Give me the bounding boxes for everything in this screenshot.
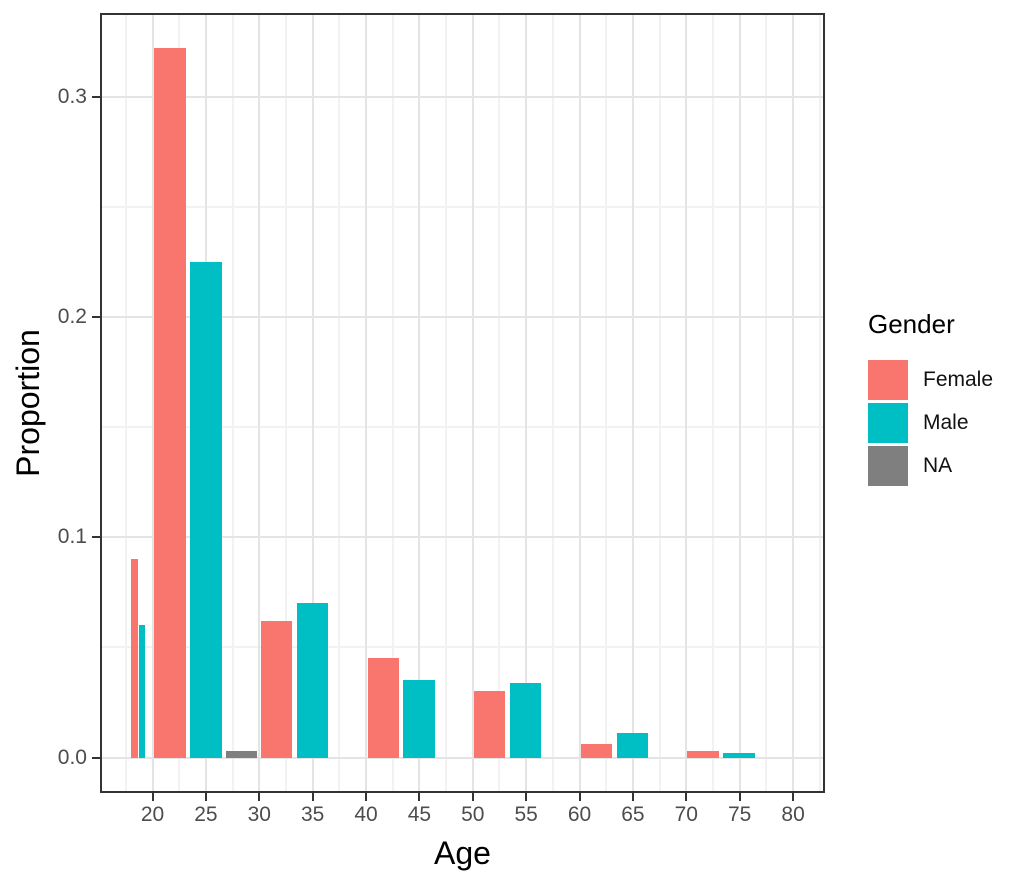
- x-gridline-major: [631, 13, 634, 793]
- bar-male-30-40: [296, 603, 329, 758]
- bar-female-70-80: [687, 750, 720, 758]
- x-axis-title: Age: [434, 835, 491, 871]
- x-gridline-minor: [818, 13, 821, 793]
- bar-male-60-70: [616, 733, 649, 758]
- bar-male-18-20: [139, 625, 146, 758]
- x-gridline-major: [525, 13, 528, 793]
- bar-male-50-60: [509, 682, 542, 758]
- y-tick-mark: [92, 95, 100, 98]
- y-gridline-major: [100, 756, 825, 759]
- x-gridline-major: [471, 13, 474, 793]
- legend-label-male: Male: [923, 411, 969, 434]
- x-gridline-minor: [658, 13, 661, 793]
- x-tick-mark: [738, 793, 741, 801]
- bar-na-20-30: [225, 750, 258, 758]
- x-tick-label: 35: [300, 803, 325, 826]
- y-tick-mark: [92, 756, 100, 759]
- x-gridline-major: [418, 13, 421, 793]
- x-tick-label: 65: [621, 803, 645, 826]
- x-tick-label: 60: [567, 803, 592, 826]
- x-tick-mark: [151, 793, 154, 801]
- x-gridline-major: [151, 13, 154, 793]
- bar-female-30-40: [261, 621, 293, 758]
- legend-label-na: NA: [923, 454, 953, 477]
- x-gridline-major: [311, 13, 314, 793]
- x-gridline-major: [365, 13, 368, 793]
- x-gridline-minor: [605, 13, 608, 793]
- y-gridline-major: [100, 536, 825, 539]
- bar-female-50-60: [474, 691, 506, 758]
- x-tick-mark: [525, 793, 528, 801]
- x-tick-label: 25: [194, 803, 218, 826]
- plot-panel: [100, 13, 825, 793]
- y-tick-label: 0.3: [57, 84, 87, 108]
- y-gridline-minor: [100, 646, 825, 649]
- x-gridline-minor: [765, 13, 768, 793]
- legend-key-na: [868, 446, 908, 486]
- x-gridline-minor: [498, 13, 501, 793]
- x-tick-mark: [311, 793, 314, 801]
- y-tick-mark: [92, 536, 100, 539]
- x-gridline-minor: [551, 13, 554, 793]
- x-gridline-minor: [124, 13, 127, 793]
- y-gridline-minor: [100, 426, 825, 429]
- x-tick-label: 75: [728, 803, 752, 826]
- y-axis-title: Proportion: [10, 329, 46, 477]
- bar-male-70-80: [723, 753, 755, 758]
- x-tick-label: 50: [461, 803, 485, 826]
- x-gridline-minor: [391, 13, 394, 793]
- x-tick-label: 55: [514, 803, 538, 826]
- x-gridline-major: [738, 13, 741, 793]
- x-tick-label: 30: [247, 803, 271, 826]
- x-gridline-minor: [338, 13, 341, 793]
- x-tick-mark: [631, 793, 634, 801]
- x-tick-label: 70: [674, 803, 698, 826]
- x-gridline-major: [685, 13, 688, 793]
- legend-label-female: Female: [923, 368, 994, 391]
- x-tick-mark: [365, 793, 368, 801]
- y-gridline-major: [100, 316, 825, 319]
- x-tick-mark: [471, 793, 474, 801]
- x-tick-label: 45: [407, 803, 432, 826]
- bar-male-40-50: [403, 680, 436, 758]
- x-tick-label: 40: [354, 803, 378, 826]
- x-tick-mark: [258, 793, 261, 801]
- x-tick-mark: [792, 793, 795, 801]
- x-tick-mark: [578, 793, 581, 801]
- y-tick-mark: [92, 316, 100, 319]
- x-tick-mark: [204, 793, 207, 801]
- bar-female-60-70: [581, 744, 613, 758]
- x-gridline-minor: [284, 13, 287, 793]
- x-tick-mark: [418, 793, 421, 801]
- x-tick-label: 20: [140, 803, 165, 826]
- bar-female-20-30: [153, 48, 187, 758]
- x-gridline-minor: [445, 13, 448, 793]
- x-gridline-major: [578, 13, 581, 793]
- bar-female-40-50: [368, 658, 400, 758]
- legend-title: Gender: [868, 309, 955, 339]
- x-gridline-minor: [712, 13, 714, 793]
- y-tick-label: 0.0: [57, 745, 87, 769]
- y-gridline-minor: [100, 206, 825, 208]
- y-tick-label: 0.2: [57, 305, 87, 329]
- legend-key-male: [868, 403, 908, 443]
- bar-male-20-30: [189, 262, 223, 758]
- y-gridline-major: [100, 95, 825, 98]
- x-gridline-major: [258, 13, 261, 793]
- x-tick-label: 80: [781, 803, 805, 826]
- y-tick-label: 0.1: [57, 525, 87, 549]
- x-gridline-minor: [231, 13, 234, 793]
- x-tick-mark: [685, 793, 688, 801]
- x-gridline-major: [792, 13, 795, 793]
- bar-female-18-20: [131, 559, 139, 758]
- legend: Gender Female Male NA: [868, 309, 1018, 489]
- legend-key-female: [868, 360, 908, 400]
